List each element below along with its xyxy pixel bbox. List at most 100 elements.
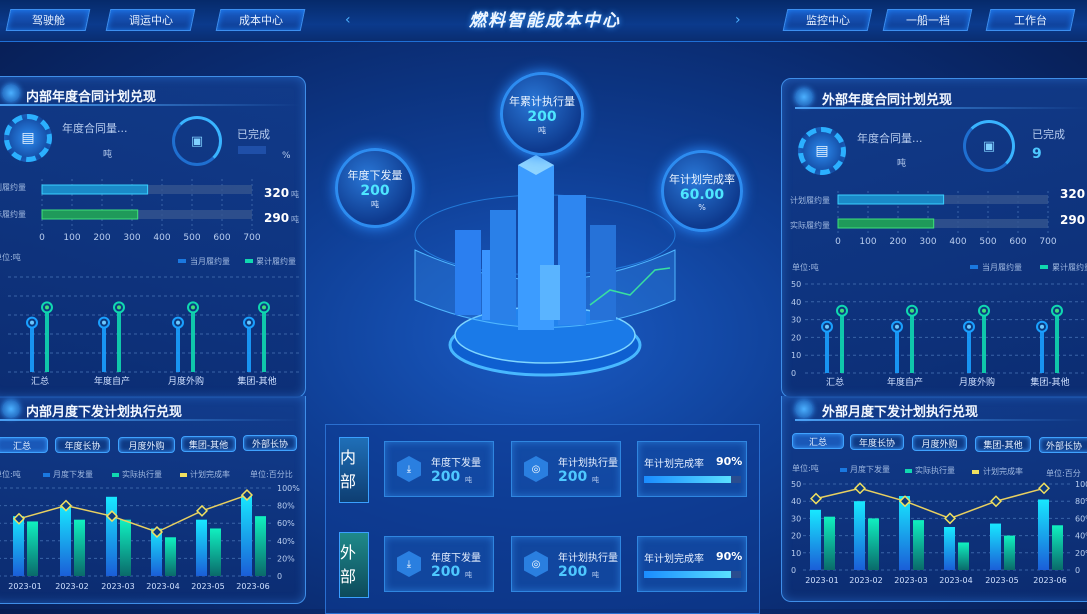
y2-tick-label: 100%: [1075, 480, 1087, 489]
y2-tick-label: 80%: [1075, 497, 1087, 506]
panel-title-icon: [795, 400, 813, 418]
bubble-plan-completion-rate: 年计划完成率 60.00 %: [661, 150, 743, 232]
bar-actual: [27, 521, 38, 576]
y-tick-label: 20: [791, 532, 801, 541]
coins-icon: ◎: [524, 551, 548, 577]
legend-swatch-monthly: [178, 259, 186, 263]
nav-cost-center[interactable]: 成本中心: [215, 9, 306, 31]
x-tick-label: 2023-05: [985, 576, 1018, 585]
bubble-value: 200: [360, 182, 390, 199]
bubble-cumulative-execution: 年累计执行量 200 吨: [500, 72, 584, 156]
card-label: 年计划完成率: [644, 554, 704, 565]
nav-ship-file[interactable]: 一船一档: [882, 9, 973, 31]
legend-swatch: [905, 469, 912, 473]
card-label: 年度下发量: [431, 458, 481, 469]
checklist-icon: ▣: [982, 138, 996, 154]
lollipop-stem-cumulative: [910, 310, 914, 373]
x-tick-label: 700: [243, 233, 260, 243]
x-tick-label: 2023-02: [849, 576, 882, 585]
tab-summary[interactable]: 汇总: [792, 433, 844, 449]
tab-external-contract[interactable]: 外部长协: [243, 435, 297, 451]
rate-point: [12, 512, 26, 525]
nav-label: 监控中心: [805, 14, 850, 27]
category-label: 年度自产: [887, 376, 923, 388]
bar-issued: [810, 509, 821, 570]
nav-cockpit[interactable]: 驾驶舱: [5, 9, 91, 31]
side-text: 外部: [340, 543, 357, 586]
lollipop-dot-monthly: [176, 320, 180, 325]
bar-issued: [106, 496, 117, 576]
monthly-plan-combo-chart: 01020304050020%40%60%80%100%2023-012023-…: [0, 484, 300, 591]
tab-monthly-purchase[interactable]: 月度外购: [912, 435, 967, 451]
bar-issued: [196, 519, 207, 576]
panel-title: 内部年度合同计划兑现: [26, 90, 157, 105]
bubble-unit: 吨: [371, 199, 379, 209]
x-tick-label: 2023-06: [236, 582, 269, 591]
unit-right: 单位:百分: [1046, 469, 1081, 478]
tab-label: 年度长协: [858, 438, 895, 449]
actual-value: 290: [264, 211, 290, 225]
lollipop-dot-cumulative: [262, 305, 266, 310]
lollipop-stem-cumulative: [45, 307, 49, 372]
legend-swatch: [180, 473, 187, 477]
tab-annual-contract[interactable]: 年度长协: [850, 434, 904, 450]
x-tick-label: 300: [123, 233, 140, 243]
legend-rate: 计划完成率: [983, 467, 1023, 476]
coins-icon: ◎: [524, 456, 548, 482]
lollipop-dot-monthly: [895, 324, 899, 329]
card-unit: 吨: [592, 476, 599, 484]
category-label: 集团-其他: [237, 375, 276, 387]
bar-actual: [868, 518, 879, 570]
x-tick-label: 2023-02: [55, 582, 88, 591]
bar-label-actual: 实际履约量: [790, 221, 830, 230]
x-tick-label: 2023-04: [146, 582, 179, 591]
legend-swatch-monthly: [970, 265, 978, 269]
bar-label-actual: 实际履约量: [0, 210, 26, 219]
nav-dispatch-center[interactable]: 调运中心: [105, 9, 196, 31]
bar-actual: [1004, 535, 1015, 570]
tab-summary[interactable]: 汇总: [0, 437, 48, 453]
x-tick-label: 300: [919, 237, 936, 247]
tab-group-other[interactable]: 集团-其他: [975, 436, 1031, 452]
unit-left: 单位:吨: [792, 464, 819, 473]
download-icon: ⤓: [397, 551, 421, 577]
panel-title: 外部年度合同计划兑现: [822, 93, 953, 108]
legend-swatch: [112, 473, 119, 477]
y-tick-label: 20: [791, 333, 801, 342]
card-internal-annual-issued: ⤓ 年度下发量 200 吨: [384, 441, 494, 497]
x-tick-label: 100: [859, 237, 876, 247]
y-tick-label: 10: [791, 549, 801, 558]
legend-rate: 计划完成率: [190, 470, 230, 479]
nav-label: 驾驶舱: [31, 14, 65, 27]
bubble-unit: %: [698, 202, 706, 212]
card-value: 200: [558, 564, 588, 580]
nav-monitor-center[interactable]: 监控中心: [782, 9, 873, 31]
tab-monthly-purchase[interactable]: 月度外购: [118, 437, 175, 453]
legend-cumulative: 累计履约量: [1052, 263, 1087, 272]
y-tick-label: 0: [791, 566, 796, 575]
contract-bar-chart: 0 100 200 300 400 500 600 700: [39, 179, 261, 243]
tab-annual-contract[interactable]: 年度长协: [55, 437, 110, 453]
bar-actual: [165, 537, 176, 576]
tab-group-other[interactable]: 集团-其他: [181, 436, 236, 452]
lollipop-dot-cumulative: [191, 305, 195, 310]
y-tick-label: 0: [791, 369, 796, 378]
nav-label: 一船一档: [905, 14, 950, 27]
completed-label: 已完成: [237, 128, 270, 141]
lollipop-dot-monthly: [247, 320, 251, 325]
lollipop-stem-cumulative: [117, 307, 121, 372]
contract-document-icon: ▤: [798, 127, 846, 175]
completion-ring: ▣: [963, 120, 1015, 172]
bar-label-plan: 计划履约量: [790, 196, 830, 205]
bar-actual: [74, 519, 85, 576]
legend-swatch-cumulative: [1040, 265, 1048, 269]
lollipop-dot-monthly: [30, 320, 34, 325]
tab-external-contract[interactable]: 外部长协: [1039, 437, 1087, 453]
bubble-label: 年度下发量: [347, 168, 403, 182]
lollipop-stem-monthly: [895, 326, 899, 373]
nav-workbench[interactable]: 工作台: [985, 9, 1076, 31]
x-tick-label: 200: [889, 237, 906, 247]
side-text: 内部: [340, 448, 357, 491]
lollipop-stem-monthly: [1040, 326, 1044, 373]
lollipop-stem-cumulative: [262, 307, 266, 372]
